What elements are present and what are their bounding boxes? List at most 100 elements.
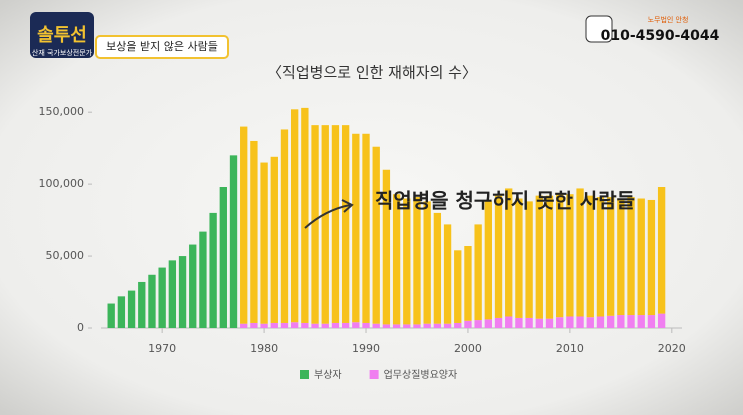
bar — [158, 267, 166, 328]
bar — [617, 315, 625, 328]
bar — [647, 315, 656, 328]
y-tick-label: 50,000 — [46, 249, 85, 262]
annotation: 직업병을 청구하지 못한 사람들 — [375, 189, 635, 213]
bar — [382, 324, 391, 328]
bar — [280, 322, 289, 328]
bar — [127, 290, 136, 328]
bar — [392, 324, 401, 328]
bar — [392, 194, 401, 325]
bar — [535, 318, 543, 328]
firm: 노무법인 안청 — [648, 15, 689, 24]
bar — [464, 245, 472, 321]
bar — [219, 187, 227, 328]
banner: 보상을 받지 않은 사람들 — [106, 40, 218, 53]
banner-box — [95, 35, 229, 59]
bar — [311, 125, 319, 324]
bar — [178, 256, 187, 328]
legend-swatch — [369, 370, 379, 379]
bar — [545, 318, 554, 328]
bar — [586, 317, 594, 328]
bar — [301, 322, 309, 328]
bar — [209, 212, 217, 328]
phone: 010-4590-4044 — [601, 28, 720, 44]
bar — [168, 260, 177, 328]
bar — [189, 244, 197, 328]
bar — [515, 198, 523, 318]
bar — [240, 126, 248, 324]
bar — [576, 188, 584, 317]
bar — [474, 320, 482, 328]
bar — [566, 316, 574, 328]
bar — [372, 146, 380, 324]
bar — [229, 155, 238, 328]
bar — [260, 162, 268, 324]
bar — [250, 140, 258, 323]
bar — [433, 212, 442, 324]
x-tick-label: 1980 — [250, 342, 278, 355]
bar — [647, 199, 656, 316]
bar — [290, 109, 299, 323]
bar — [454, 250, 462, 323]
bar — [423, 323, 431, 328]
x-tick-label: 1990 — [352, 342, 380, 355]
legend-label: 부상자 — [314, 369, 342, 381]
bar — [515, 317, 523, 328]
logo-box — [30, 12, 94, 58]
bar — [454, 322, 462, 328]
legend-label: 업무상질병요양자 — [384, 368, 458, 381]
bar — [352, 133, 360, 323]
bar — [362, 322, 370, 328]
bar — [433, 323, 442, 328]
bar — [240, 323, 248, 328]
bar — [321, 125, 329, 324]
bar — [596, 316, 605, 328]
bar — [494, 195, 503, 318]
bar — [280, 129, 289, 323]
bar — [199, 231, 207, 328]
bar — [606, 315, 615, 328]
bar — [260, 323, 268, 328]
bar — [443, 323, 452, 328]
bar — [556, 317, 564, 328]
bar — [362, 133, 370, 323]
bar — [484, 319, 493, 328]
logo: 솔투선 — [37, 25, 87, 46]
x-tick-label: 2010 — [556, 342, 584, 355]
bar — [107, 303, 115, 328]
x-tick-label: 2000 — [454, 342, 482, 355]
bar — [474, 224, 482, 321]
bar — [535, 195, 543, 319]
bar — [352, 322, 360, 328]
bar — [596, 197, 605, 317]
bar — [270, 156, 278, 323]
bar — [382, 169, 391, 325]
logo-caption: 산재 국가보상전문가 — [32, 48, 93, 57]
bar — [627, 315, 635, 328]
bar — [372, 323, 380, 328]
bar — [301, 107, 309, 323]
bar — [423, 201, 431, 324]
bar — [117, 296, 126, 328]
bar — [586, 195, 594, 318]
bar — [627, 197, 635, 316]
y-tick-label: 0 — [77, 321, 84, 334]
bar — [525, 201, 533, 318]
x-tick-label: 1970 — [148, 342, 176, 355]
phone-icon — [585, 15, 613, 43]
bar — [413, 197, 421, 325]
arrow — [304, 199, 354, 229]
bar — [484, 201, 493, 320]
y-tick-label: 100,000 — [39, 177, 85, 190]
x-tick-label: 2020 — [658, 342, 686, 355]
bar — [321, 323, 329, 328]
bar — [617, 198, 625, 316]
bar — [341, 125, 350, 323]
bar — [464, 320, 472, 328]
bar — [311, 323, 319, 328]
bar — [657, 313, 666, 328]
bar — [566, 194, 574, 317]
bar — [250, 322, 258, 328]
bar — [494, 317, 503, 328]
